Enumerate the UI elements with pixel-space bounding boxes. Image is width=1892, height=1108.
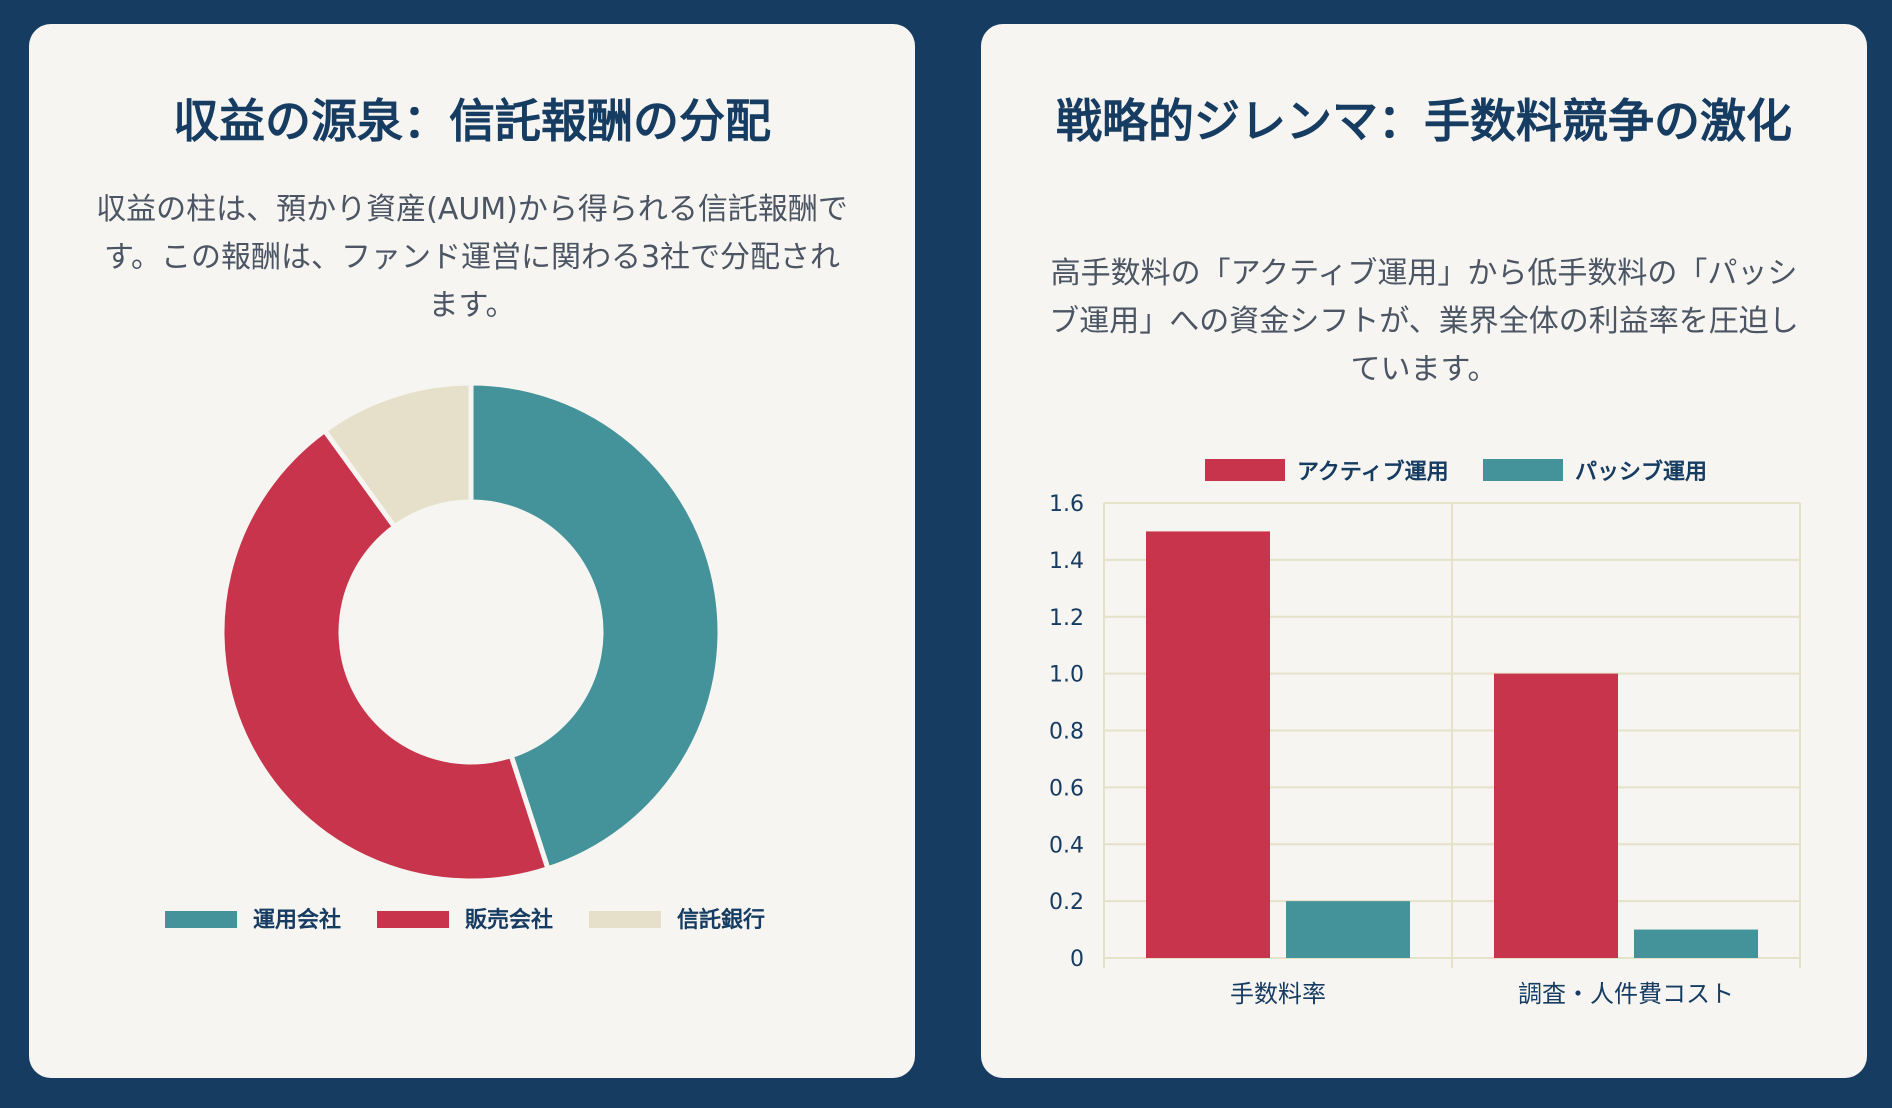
legend-label: 信託銀行 xyxy=(677,907,765,933)
legend-label: 販売会社 xyxy=(465,907,553,933)
legend-item-3[interactable]: 信託銀行 xyxy=(589,907,765,933)
revenue-doughnut-chart: 運用会社 販売会社 信託銀行 xyxy=(165,380,765,933)
x-category-label: 手数料率 xyxy=(1230,980,1326,1008)
legend-item-1[interactable]: 運用会社 xyxy=(165,907,341,933)
legend-swatch xyxy=(1205,459,1285,481)
legend-label: パッシブ運用 xyxy=(1575,459,1707,485)
y-tick-label: 1.4 xyxy=(1049,549,1084,574)
legend-swatch xyxy=(1483,459,1563,481)
y-tick-label: 1.6 xyxy=(1049,492,1084,517)
legend-swatch xyxy=(165,911,237,928)
y-tick-label: 0.6 xyxy=(1049,776,1084,801)
doughnut-slice-2[interactable] xyxy=(219,427,552,884)
legend-swatch xyxy=(589,911,661,928)
y-tick-label: 1.0 xyxy=(1049,663,1084,688)
legend-item-2[interactable]: パッシブ運用 xyxy=(1483,459,1707,485)
bar-1-1[interactable] xyxy=(1146,531,1270,958)
revenue-distribution-card: 収益の源泉：信託報酬の分配 収益の柱は、預かり資産(AUM)から得られる信託報酬… xyxy=(29,24,915,1078)
y-tick-label: 0.2 xyxy=(1049,890,1084,915)
bar-series xyxy=(1146,531,1758,958)
legend-item-1[interactable]: アクティブ運用 xyxy=(1205,459,1449,485)
bar-2-1[interactable] xyxy=(1494,673,1618,958)
fee-bar-chart: 0 0.2 0.4 0.6 0.8 1.0 1.2 1.4 1.6 手数料率 調査・人件費コスト アク… xyxy=(1049,459,1801,1008)
legend-label: 運用会社 xyxy=(253,907,341,933)
y-tick-label: 0.4 xyxy=(1049,833,1084,858)
doughnut-slice-1[interactable] xyxy=(468,380,723,872)
y-tick-label: 1.2 xyxy=(1049,606,1084,631)
legend-label: アクティブ運用 xyxy=(1297,459,1449,485)
y-tick-label: 0 xyxy=(1070,947,1084,972)
legend-item-2[interactable]: 販売会社 xyxy=(377,907,553,933)
bar-legend: アクティブ運用 パッシブ運用 xyxy=(1205,459,1707,485)
bar-2-2[interactable] xyxy=(1634,929,1758,958)
doughnut-legend: 運用会社 販売会社 信託銀行 xyxy=(165,907,765,933)
revenue-card-title: 収益の源泉：信託報酬の分配 xyxy=(173,94,771,148)
legend-swatch xyxy=(377,911,449,928)
doughnut-slices xyxy=(219,380,723,884)
bar-1-2[interactable] xyxy=(1286,901,1410,958)
fee-card-description: 高手数料の「アクティブ運用」から低手数料の「パッシブ運用」への資金シフトが、業界… xyxy=(1049,256,1799,387)
fee-card-title: 戦略的ジレンマ：手数料競争の激化 xyxy=(1056,94,1792,148)
doughnut-slice-3[interactable] xyxy=(321,380,474,531)
revenue-card-description: 収益の柱は、預かり資産(AUM)から得られる信託報酬です。この報酬は、ファンド運… xyxy=(96,192,848,323)
y-tick-label: 0.8 xyxy=(1049,720,1084,745)
x-category-label: 調査・人件費コスト xyxy=(1518,980,1734,1008)
fee-competition-card: 戦略的ジレンマ：手数料競争の激化 高手数料の「アクティブ運用」から低手数料の「パ… xyxy=(981,24,1867,1078)
